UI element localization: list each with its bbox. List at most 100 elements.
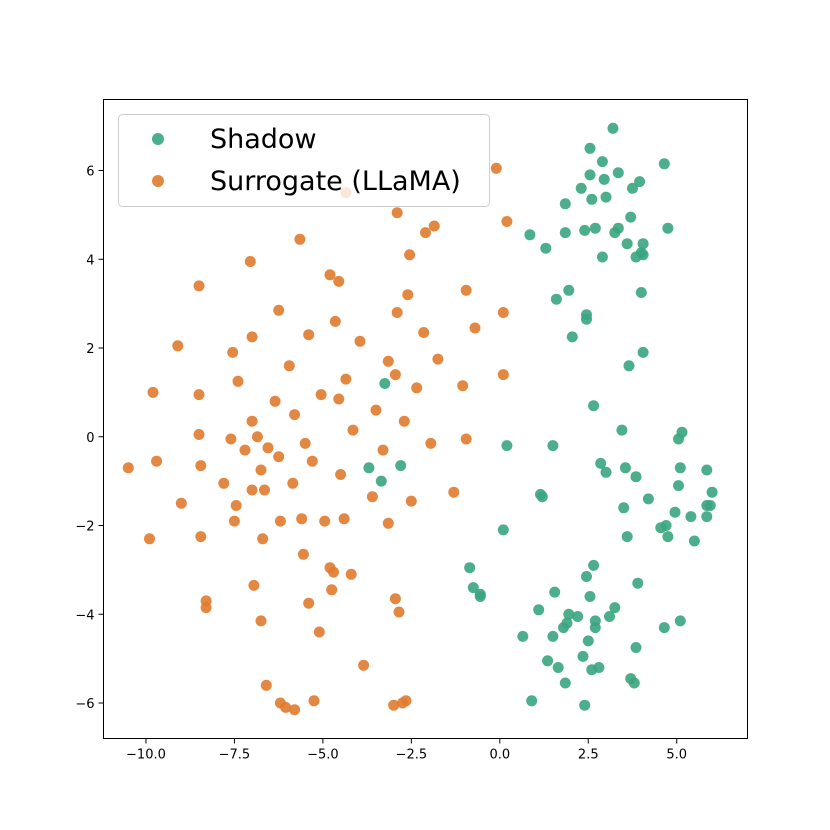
data-point [273,451,285,463]
data-point [628,677,640,689]
legend-label-surrogate: Surrogate (LLaMA) [210,166,461,197]
data-point [363,462,375,474]
data-point [547,630,559,642]
data-point [632,577,644,589]
data-point [637,238,649,250]
data-point [524,229,536,241]
data-point [280,701,292,713]
data-point [340,373,352,385]
data-point [200,602,212,614]
data-point [588,400,600,412]
data-point [621,531,633,543]
data-point [607,122,619,134]
data-point [289,409,301,421]
data-point [701,464,713,476]
data-point [418,327,430,338]
data-point [175,497,187,509]
y-tick-label: −6 [75,697,94,712]
data-point [377,444,389,456]
y-tick-label: 0 [86,431,94,446]
legend-box [118,114,490,207]
plot-frame [103,99,748,739]
data-point [550,293,562,305]
legend-marker-surrogate [152,175,164,187]
data-point [404,249,416,261]
data-point [457,380,469,392]
data-point [596,156,608,168]
data-point [584,169,596,181]
data-point [662,222,674,234]
data-point [701,511,713,523]
data-point [389,369,401,381]
data-point [398,415,410,427]
data-point [232,375,244,387]
data-point [688,535,700,547]
points-layer [122,122,718,716]
data-point [354,335,366,347]
data-point [228,515,240,527]
data-point [259,484,270,496]
data-point [303,329,315,341]
data-point [405,495,417,507]
data-point [195,531,207,543]
data-point [395,460,407,472]
data-point [296,513,308,525]
data-point [600,466,612,478]
data-point [382,355,394,367]
data-point [588,559,600,571]
legend-marker-shadow [152,133,164,145]
y-axis: −6 −4 −2 0 2 4 6 [75,165,104,712]
data-point [586,193,598,205]
legend: Shadow Surrogate (LLaMA) [118,114,490,207]
data-point [581,309,592,321]
data-point [600,191,612,203]
data-point [333,275,345,287]
data-point [391,307,403,318]
data-point [315,389,327,401]
data-point [540,242,552,254]
data-point [658,622,670,634]
data-point [299,437,311,449]
data-point [428,220,440,232]
data-point [501,440,513,452]
data-point [358,659,370,671]
data-point [621,238,633,250]
data-point [706,486,718,498]
x-axis: −10.0 −7.5 −5.0 −2.5 0.0 2.5 5.0 [126,738,687,763]
data-point [239,444,251,456]
data-point [561,617,573,629]
data-point [144,533,155,545]
data-point [411,382,423,394]
data-point [619,462,631,474]
data-point [335,469,347,480]
data-point [547,440,559,452]
data-point [432,353,444,365]
data-point [634,176,646,188]
data-point [577,650,589,662]
data-point [563,608,575,620]
data-point [685,511,697,523]
data-point [328,566,339,578]
data-point [255,464,267,476]
x-tick-label: −2.5 [396,748,428,763]
data-point [193,280,205,292]
data-point [467,582,479,594]
data-point [225,433,237,445]
data-point [642,493,654,505]
data-point [589,222,601,234]
data-point [262,442,274,454]
data-point [552,662,564,673]
data-point [193,389,205,401]
y-tick-label: −4 [75,608,94,623]
data-point [584,142,596,154]
data-point [598,173,610,185]
data-point [460,433,472,445]
data-point [660,520,672,531]
data-point [612,222,624,234]
data-point [230,500,242,511]
data-point [294,233,306,245]
data-point [669,506,681,518]
data-point [370,404,382,416]
data-point [246,484,258,496]
y-tick-label: 4 [86,253,94,268]
